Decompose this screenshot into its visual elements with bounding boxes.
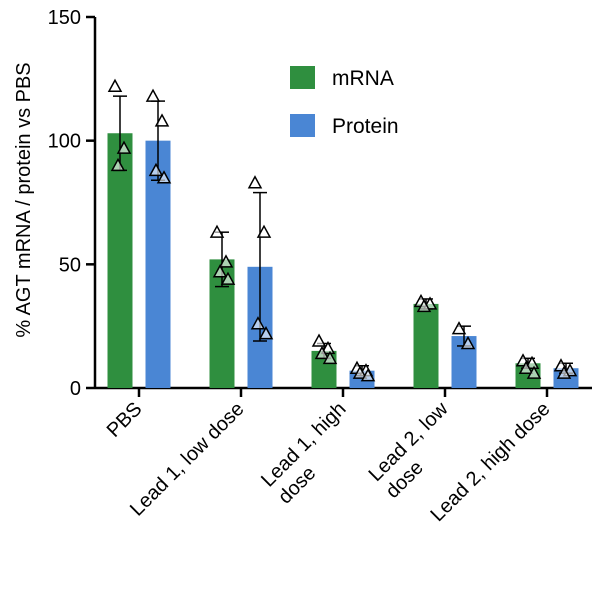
data-point [107, 78, 123, 93]
legend-label: mRNA [332, 67, 394, 90]
data-point [220, 271, 236, 285]
x-tick-label-line: PBS [103, 398, 147, 442]
data-point [322, 350, 338, 365]
data-point [360, 368, 376, 382]
y-tick-label: 0 [70, 378, 81, 400]
data-point [156, 170, 172, 184]
error-bar [253, 191, 267, 342]
data-point [250, 316, 266, 330]
data-point [247, 175, 263, 189]
data-point [524, 355, 540, 370]
data-point [314, 345, 330, 360]
data-point [110, 157, 126, 172]
data-point [416, 298, 432, 313]
y-tick-label: 100 [48, 131, 81, 153]
y-tick-label: 50 [59, 254, 81, 276]
x-tick-label: Lead 1, low dose [126, 398, 248, 520]
data-point [311, 333, 327, 347]
x-tick-label-line: Lead 1, low dose [126, 398, 248, 520]
y-tick-label: 150 [48, 7, 81, 29]
legend-label: Protein [332, 115, 399, 138]
data-point [258, 326, 274, 340]
y-axis-title: % AGT mRNA / protein vs PBS [13, 62, 35, 337]
data-point [256, 224, 272, 238]
data-point [320, 340, 336, 355]
data-point [218, 254, 234, 268]
data-point [451, 321, 467, 335]
data-point [518, 360, 534, 374]
legend-swatch [290, 66, 315, 89]
data-point [154, 113, 170, 127]
data-point [148, 162, 164, 177]
data-point [212, 264, 228, 278]
data-point [352, 365, 368, 379]
data-point [116, 140, 132, 154]
data-point [460, 335, 476, 350]
data-point [556, 365, 572, 379]
data-point [209, 224, 225, 238]
data-point [526, 365, 542, 379]
x-tick-label: PBS [103, 398, 147, 442]
data-point [145, 88, 161, 102]
legend-swatch [290, 114, 315, 137]
bar [107, 133, 133, 388]
bar [413, 303, 439, 388]
